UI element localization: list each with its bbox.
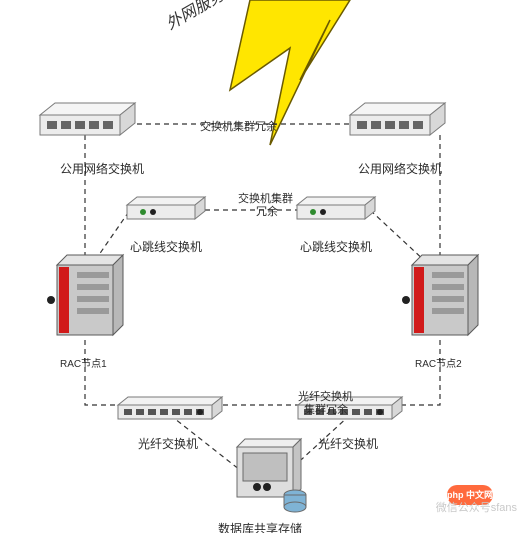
node-storage bbox=[237, 439, 306, 512]
node-hb_sw_l bbox=[127, 197, 205, 219]
label-fc-sw-l: 光纤交换机 bbox=[138, 435, 198, 452]
node-fc_sw_l bbox=[118, 397, 222, 419]
label-link-4: 集群冗余 bbox=[304, 401, 348, 417]
diagram-stage: 外网服务 公用网络交换机 公用网络交换机 心跳线交换机 心跳线交换机 RAC节点… bbox=[0, 0, 531, 533]
label-link-0: 交换机集群冗余 bbox=[200, 118, 277, 134]
node-pub_sw_r bbox=[350, 103, 445, 135]
watermark-text: 微信公众号sfans bbox=[436, 499, 517, 515]
edge-7 bbox=[400, 340, 440, 405]
node-hb_sw_r bbox=[297, 197, 375, 219]
label-fc-sw-r: 光纤交换机 bbox=[318, 435, 378, 452]
bolt-label: 外网服务 bbox=[163, 0, 229, 33]
label-pub-sw-r: 公用网络交换机 bbox=[358, 160, 442, 177]
edge-6 bbox=[85, 340, 118, 405]
label-rac-r: RAC节点2 bbox=[415, 355, 462, 370]
diagram-svg: 外网服务 bbox=[0, 0, 531, 533]
node-rac_l bbox=[47, 255, 123, 335]
label-pub-sw-l: 公用网络交换机 bbox=[60, 160, 144, 177]
label-rac-l: RAC节点1 bbox=[60, 355, 107, 370]
node-rac_r bbox=[402, 255, 478, 335]
label-hb-sw-l: 心跳线交换机 bbox=[130, 238, 202, 255]
node-pub_sw_l bbox=[40, 103, 135, 135]
label-link-2: 冗余 bbox=[256, 203, 278, 219]
label-hb-sw-r: 心跳线交换机 bbox=[300, 238, 372, 255]
label-storage: 数据库共享存储 bbox=[218, 520, 302, 533]
